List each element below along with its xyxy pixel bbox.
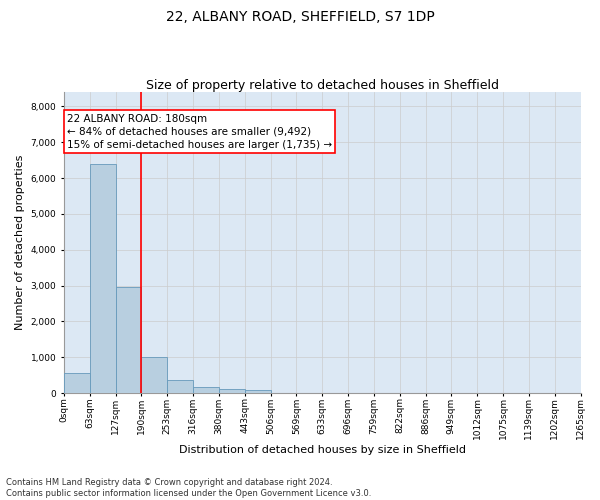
Y-axis label: Number of detached properties: Number of detached properties (15, 155, 25, 330)
Bar (245, 390, 271, 393)
Bar (219, 389, 245, 393)
Bar (116, 288, 142, 393)
Title: Size of property relative to detached houses in Sheffield: Size of property relative to detached ho… (146, 79, 499, 92)
Bar (193, 386, 219, 393)
Bar (167, 380, 193, 393)
Text: 22, ALBANY ROAD, SHEFFIELD, S7 1DP: 22, ALBANY ROAD, SHEFFIELD, S7 1DP (166, 10, 434, 24)
Text: Contains HM Land Registry data © Crown copyright and database right 2024.
Contai: Contains HM Land Registry data © Crown c… (6, 478, 371, 498)
Bar (90, 164, 116, 393)
Text: 22 ALBANY ROAD: 180sqm
← 84% of detached houses are smaller (9,492)
15% of semi-: 22 ALBANY ROAD: 180sqm ← 84% of detached… (67, 114, 332, 150)
X-axis label: Distribution of detached houses by size in Sheffield: Distribution of detached houses by size … (179, 445, 466, 455)
Bar (142, 358, 167, 393)
Bar (64, 373, 90, 393)
